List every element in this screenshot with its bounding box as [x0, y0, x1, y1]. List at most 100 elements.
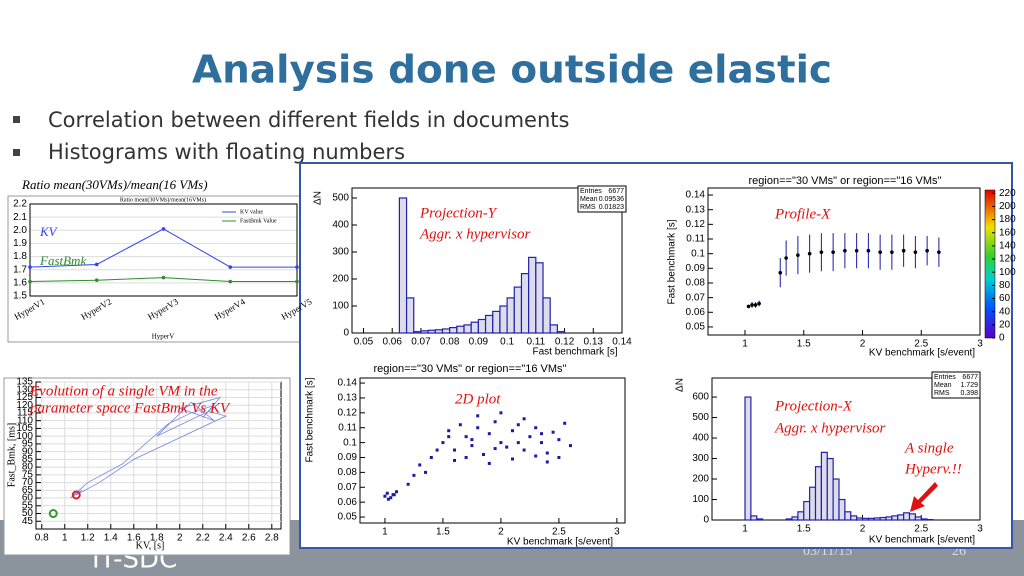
- y-tick-label: 0: [343, 328, 349, 339]
- profile-point: [778, 270, 783, 275]
- scatter-point: [447, 435, 451, 439]
- y-tick-label: 0.06: [338, 497, 358, 508]
- y-tick-label: 400: [692, 433, 709, 444]
- profile-point: [753, 303, 758, 307]
- colorbar: [984, 189, 996, 339]
- scatter-point: [545, 451, 549, 455]
- y-tick-label: 60: [22, 493, 34, 504]
- series-point: [28, 279, 32, 284]
- histogram-bar: [826, 457, 834, 521]
- stats-label: Entries: [580, 188, 602, 195]
- y-tick-label: 1.5: [13, 291, 27, 302]
- y-tick-label: 80: [22, 462, 34, 473]
- histogram-bar: [441, 328, 451, 334]
- colorbar-tick-label: 40: [999, 306, 1011, 317]
- y-tick-label: 0.08: [338, 467, 358, 478]
- scatter-point: [470, 444, 474, 448]
- trajectory-line: [70, 396, 227, 499]
- y-tick-label: 50: [22, 508, 34, 519]
- x-tick-label: 2.5: [914, 339, 928, 350]
- annotation: Projection-X: [774, 398, 853, 414]
- histogram-bar: [499, 305, 508, 334]
- histogram-bar: [398, 197, 408, 334]
- x-tick-label: 1: [742, 339, 748, 350]
- x-tick-label: 1.5: [797, 339, 811, 350]
- y-tick-label: 100: [692, 494, 709, 505]
- annotation: parameter space FastBmk Vs KV: [29, 400, 231, 416]
- y-tick-label: 400: [332, 220, 349, 231]
- histogram-bar: [744, 396, 752, 521]
- x-tick-label: 2.8: [265, 533, 279, 544]
- x-tick-label: 1: [742, 524, 748, 535]
- series-point: [295, 279, 299, 284]
- series-point: [228, 279, 233, 284]
- x-axis-label: KV benchmark [s/event]: [869, 535, 975, 546]
- y-tick-label: 70: [22, 477, 34, 488]
- profile-point: [878, 250, 882, 254]
- histogram-bar: [873, 517, 881, 521]
- histogram-bar: [413, 331, 422, 334]
- scatter-point: [464, 455, 468, 459]
- profile-point: [890, 250, 894, 254]
- scatter-point: [534, 454, 538, 458]
- scatter-point: [568, 444, 572, 448]
- x-tick-label: 0.1: [500, 337, 514, 348]
- series-point: [94, 278, 99, 283]
- scatter-point: [539, 432, 543, 436]
- y-tick-label: 2.2: [13, 199, 27, 210]
- histogram-bar: [542, 297, 551, 334]
- scatter-point: [493, 447, 497, 451]
- y-tick-label: 500: [332, 193, 349, 204]
- annotation: Projection-Y: [419, 205, 498, 221]
- y-tick-label: 200: [692, 474, 709, 485]
- histogram-bar: [785, 518, 793, 521]
- bullet-marker: [13, 116, 20, 123]
- histogram-bar: [832, 478, 840, 521]
- scatter-point: [522, 417, 526, 421]
- bullet-marker: [13, 149, 20, 156]
- histogram-bar: [535, 262, 544, 334]
- root-panel: [299, 162, 1013, 549]
- profile-point: [866, 248, 871, 253]
- profile-point: [796, 253, 800, 257]
- x-tick-label: 1.5: [797, 524, 811, 535]
- scatter-point: [516, 441, 520, 445]
- plot-title: region=="30 VMs" or region=="16 VMs": [374, 363, 567, 375]
- legend-label: KV value: [240, 209, 263, 215]
- scatter-point: [386, 497, 390, 501]
- x-tick-label: 3: [614, 527, 620, 538]
- histogram-bar: [908, 513, 916, 521]
- profile-point: [750, 303, 754, 307]
- x-tick-label: 1.8: [150, 533, 164, 544]
- histogram-bar: [867, 517, 875, 521]
- x-tick-label: 0.13: [584, 337, 604, 348]
- y-tick-label: 75: [22, 469, 34, 480]
- series-point: [94, 262, 99, 267]
- x-tick-label: 0.05: [354, 337, 374, 348]
- profile-point: [913, 250, 918, 254]
- histogram-bar: [850, 515, 858, 521]
- scatter-point: [429, 455, 433, 459]
- x-axis-label: HyperV: [152, 333, 175, 341]
- y-tick-label: 105: [16, 423, 33, 434]
- scatter-point: [516, 423, 520, 427]
- annotation: Aggr. x hypervisor: [419, 226, 531, 242]
- stats-label: RMS: [934, 390, 950, 397]
- y-tick-label: 2.0: [13, 225, 27, 236]
- histogram-bar: [809, 486, 817, 521]
- profile-point: [901, 248, 906, 253]
- stats-value: 0.398: [960, 390, 978, 397]
- profile-point: [925, 248, 929, 253]
- histogram-bar: [477, 318, 487, 334]
- scatter-point: [458, 423, 462, 427]
- y-tick-label: 0.06: [686, 307, 706, 318]
- ratio-panel: [7, 195, 316, 343]
- y-tick-label: 135: [16, 377, 33, 388]
- y-tick-label: 2.1: [13, 212, 27, 223]
- plot-frame: [707, 187, 981, 336]
- y-tick-label: 0.07: [338, 482, 358, 493]
- scatter-point: [464, 435, 468, 439]
- colorbar-tick-label: 80: [999, 280, 1011, 291]
- y-tick-label: 125: [16, 392, 33, 403]
- scatter-point: [539, 441, 543, 445]
